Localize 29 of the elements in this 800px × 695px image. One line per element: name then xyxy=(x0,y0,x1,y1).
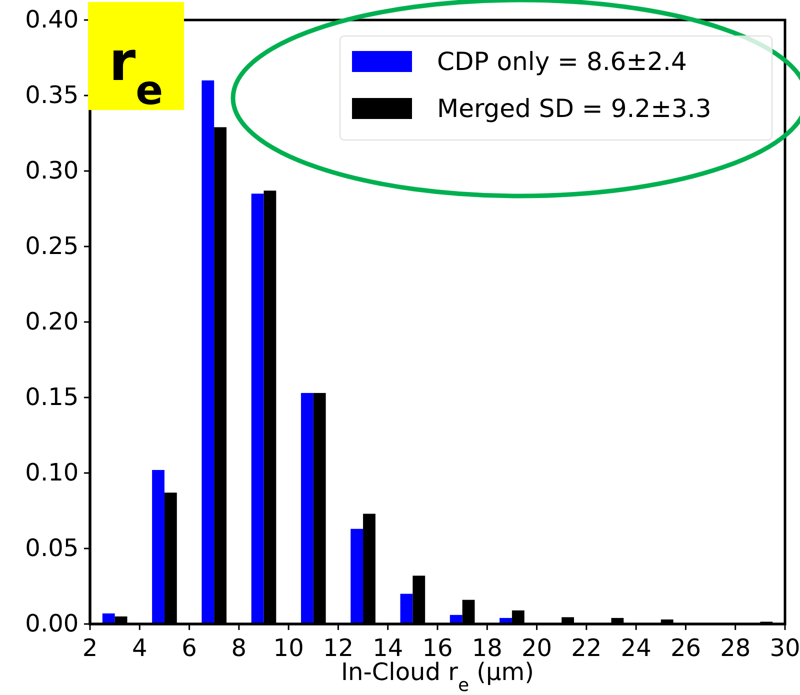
y-tick-label: 0.15 xyxy=(25,383,79,412)
bar xyxy=(300,392,314,624)
x-tick-label: 30 xyxy=(770,634,800,662)
legend-label: Merged SD = 9.2±3.3 xyxy=(437,94,712,123)
x-tick-label: 22 xyxy=(571,634,602,662)
x-tick-label: 4 xyxy=(132,634,148,662)
x-tick-label: 28 xyxy=(720,634,751,662)
bar xyxy=(102,613,115,624)
bar xyxy=(350,528,364,624)
x-tick-label: 2 xyxy=(82,634,98,662)
y-tick-label: 0.35 xyxy=(25,81,79,110)
y-tick-label: 0.00 xyxy=(25,610,79,638)
y-tick-label: 0.25 xyxy=(25,232,79,260)
y-tick-label: 0.10 xyxy=(25,458,79,487)
bar xyxy=(251,194,264,624)
annotation: r$_{e}$ xyxy=(108,30,164,114)
y-tick-label: 0.05 xyxy=(25,534,79,562)
y-tick-label: 0.30 xyxy=(25,156,79,185)
bar xyxy=(152,470,164,624)
x-tick-label: 26 xyxy=(670,634,701,662)
bar xyxy=(400,594,413,624)
x-tick-label: 8 xyxy=(231,634,247,662)
y-tick-label: 0.20 xyxy=(25,308,79,336)
legend-label: CDP only = 8.6±2.4 xyxy=(437,47,687,76)
bar xyxy=(202,80,214,624)
y-tick-label: 0.40 xyxy=(25,6,79,34)
x-tick-label: 24 xyxy=(620,634,652,662)
x-tick-label: 6 xyxy=(182,634,197,662)
x-tick-label: 10 xyxy=(273,634,304,662)
